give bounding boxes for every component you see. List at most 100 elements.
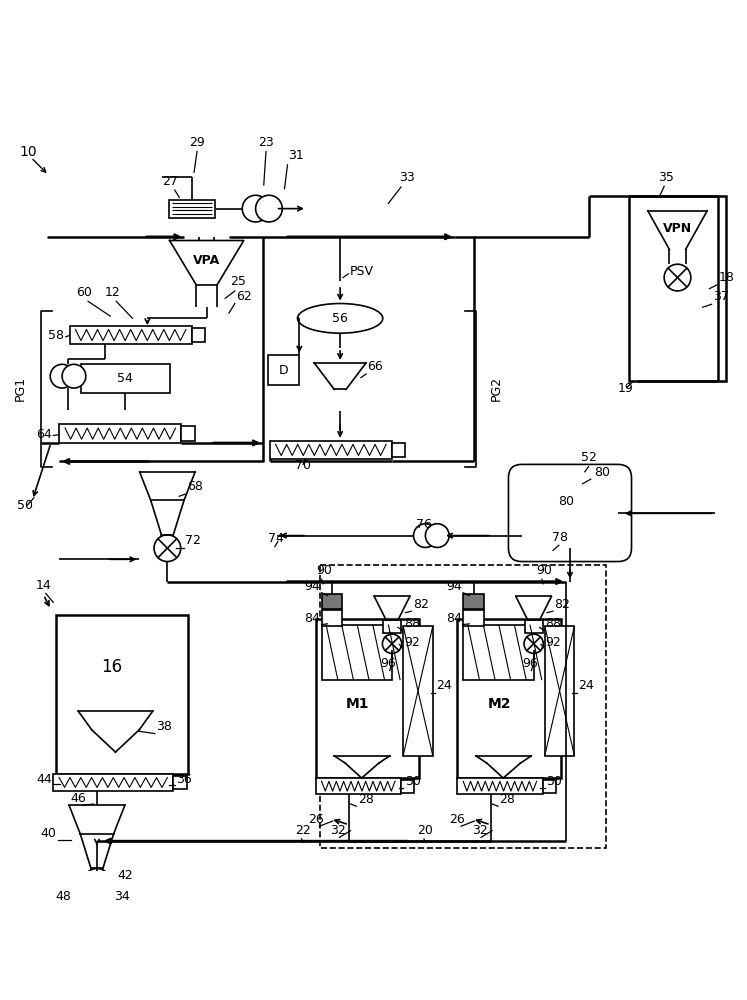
Text: 90: 90 <box>316 564 332 577</box>
Text: M1: M1 <box>346 697 370 711</box>
Text: 96: 96 <box>380 657 396 670</box>
Bar <box>457 778 542 794</box>
Bar <box>392 443 406 457</box>
Text: 18: 18 <box>719 271 734 284</box>
Text: 48: 48 <box>55 890 72 903</box>
Bar <box>56 615 188 774</box>
Circle shape <box>414 524 437 547</box>
Text: 34: 34 <box>114 890 130 903</box>
Text: 82: 82 <box>554 598 570 611</box>
Text: 30: 30 <box>405 775 421 788</box>
Text: M2: M2 <box>488 697 511 711</box>
Text: 50: 50 <box>17 499 33 512</box>
Bar <box>59 424 182 443</box>
Text: 38: 38 <box>156 720 172 733</box>
Text: 14: 14 <box>36 579 52 592</box>
Text: 70: 70 <box>295 459 311 472</box>
Circle shape <box>255 195 282 222</box>
Text: 80: 80 <box>558 495 574 508</box>
Bar <box>457 619 561 778</box>
Text: 10: 10 <box>20 145 37 159</box>
Text: 68: 68 <box>187 480 202 493</box>
Text: D: D <box>279 364 288 377</box>
Bar <box>192 328 205 342</box>
Text: 72: 72 <box>185 534 201 547</box>
Text: 27: 27 <box>161 175 178 188</box>
Bar <box>401 780 415 793</box>
Text: PSV: PSV <box>350 265 374 278</box>
Text: 76: 76 <box>416 518 432 531</box>
Bar <box>316 778 401 794</box>
Bar <box>463 594 484 609</box>
Circle shape <box>425 524 449 547</box>
Text: 24: 24 <box>436 679 452 692</box>
Text: 29: 29 <box>189 136 205 149</box>
Text: 90: 90 <box>536 564 552 577</box>
Text: 84: 84 <box>446 612 462 625</box>
Text: PG1: PG1 <box>14 376 27 401</box>
Text: 92: 92 <box>545 636 561 649</box>
Bar <box>545 626 574 756</box>
Text: 22: 22 <box>295 824 311 837</box>
Text: 58: 58 <box>49 329 64 342</box>
Bar <box>316 619 420 778</box>
Text: 23: 23 <box>258 136 274 149</box>
Bar <box>383 620 401 633</box>
Bar <box>169 200 215 218</box>
Text: 88: 88 <box>404 617 420 630</box>
Text: 16: 16 <box>101 658 123 676</box>
Text: 80: 80 <box>595 466 610 479</box>
Text: 88: 88 <box>545 617 562 630</box>
Text: 94: 94 <box>304 580 320 593</box>
Bar <box>629 196 725 381</box>
FancyBboxPatch shape <box>509 464 631 562</box>
Text: 28: 28 <box>358 793 374 806</box>
Text: 40: 40 <box>40 827 56 840</box>
Text: 52: 52 <box>580 451 596 464</box>
Circle shape <box>664 264 691 291</box>
Text: 12: 12 <box>105 286 120 299</box>
Bar <box>182 426 195 441</box>
Text: 20: 20 <box>418 824 433 837</box>
Bar <box>81 364 170 393</box>
Bar <box>322 594 342 609</box>
Bar <box>53 774 173 791</box>
Bar <box>173 776 187 789</box>
Text: VPA: VPA <box>193 254 220 267</box>
Bar <box>463 610 484 626</box>
Text: 42: 42 <box>117 869 133 882</box>
Bar <box>463 625 533 680</box>
Bar <box>542 780 556 793</box>
Bar <box>322 610 342 626</box>
Text: 74: 74 <box>267 532 284 545</box>
Bar <box>320 565 606 848</box>
Circle shape <box>524 634 543 653</box>
Text: 44: 44 <box>36 773 52 786</box>
Text: VPN: VPN <box>663 222 692 235</box>
Text: 25: 25 <box>231 275 247 288</box>
Text: 92: 92 <box>404 636 420 649</box>
Text: 54: 54 <box>117 372 133 385</box>
Text: 94: 94 <box>446 580 462 593</box>
Text: 46: 46 <box>70 792 87 805</box>
Bar <box>322 625 392 680</box>
Bar <box>69 326 192 344</box>
Text: PG2: PG2 <box>490 376 503 401</box>
Text: 64: 64 <box>36 428 52 441</box>
Circle shape <box>382 634 402 653</box>
Text: 60: 60 <box>76 286 93 299</box>
Bar <box>524 620 542 633</box>
Text: 28: 28 <box>500 793 515 806</box>
Text: 32: 32 <box>330 824 346 837</box>
Text: 56: 56 <box>332 312 348 325</box>
Text: 62: 62 <box>236 290 252 303</box>
Circle shape <box>242 195 269 222</box>
Text: 37: 37 <box>713 290 729 303</box>
Text: 82: 82 <box>413 598 429 611</box>
Circle shape <box>154 535 181 562</box>
Text: 96: 96 <box>522 657 538 670</box>
Circle shape <box>84 868 111 895</box>
Bar <box>268 355 300 385</box>
Text: 35: 35 <box>658 171 675 184</box>
Text: 78: 78 <box>552 531 568 544</box>
